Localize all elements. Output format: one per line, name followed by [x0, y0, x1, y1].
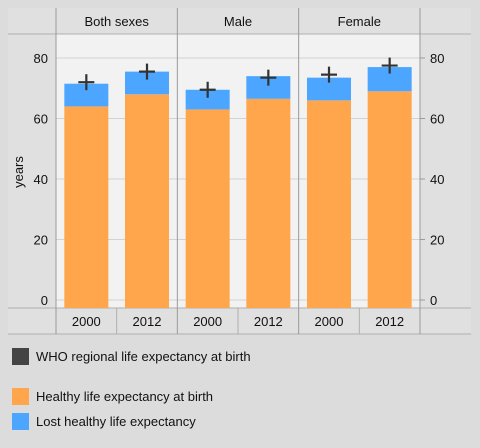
legend-label-regional-life-expectancy: WHO regional life expectancy at birth — [36, 349, 251, 364]
plot-area — [56, 34, 420, 308]
bar-healthy-life-expectancy — [367, 91, 412, 309]
x-tick-label: 2000 — [72, 314, 101, 329]
x-tick-label: 2012 — [254, 314, 283, 329]
y-tick-label-right: 60 — [430, 112, 444, 127]
y-tick-label-left: 80 — [34, 51, 48, 66]
x-tick-label: 2012 — [133, 314, 162, 329]
bar-healthy-life-expectancy — [185, 109, 230, 308]
bar-healthy-life-expectancy — [125, 94, 169, 308]
chart: 0 0 20 20 40 40 60 60 80 80 years Both sexes 2000 201… — [8, 8, 471, 335]
y-tick-label-right: 40 — [430, 172, 444, 187]
bar-healthy-life-expectancy — [64, 106, 109, 309]
legend-label-lost-healthy-life-expectancy: Lost healthy life expectancy — [36, 414, 196, 429]
legend-item-lost-healthy-life-expectancy: Lost healthy life expectancy — [12, 413, 196, 430]
legend-label-healthy-life-expectancy: Healthy life expectancy at birth — [36, 389, 214, 404]
bar-lost-healthy-life-expectancy — [125, 71, 169, 95]
y-tick-label-right: 80 — [430, 51, 444, 66]
legend-item-healthy-life-expectancy: Healthy life expectancy at birth — [12, 388, 213, 405]
legend-swatch-regional-life-expectancy — [12, 348, 29, 365]
bar-lost-healthy-life-expectancy — [185, 89, 230, 110]
bar-lost-healthy-life-expectancy — [64, 83, 109, 107]
legend-item-regional-life-expectancy: WHO regional life expectancy at birth — [12, 348, 251, 365]
legend-swatch-healthy-life-expectancy — [12, 388, 29, 405]
y-tick-label-left: 20 — [34, 233, 48, 248]
y-tick-label-left: 40 — [34, 172, 48, 187]
x-tick-label: 2012 — [375, 314, 404, 329]
bar-lost-healthy-life-expectancy — [307, 77, 351, 101]
x-tick-label: 2000 — [315, 314, 344, 329]
y-tick-label-left: 0 — [41, 293, 48, 308]
x-tick-label: 2000 — [193, 314, 222, 329]
y-tick-label-right: 0 — [430, 293, 437, 308]
legend-swatch-lost-healthy-life-expectancy — [12, 413, 29, 430]
panel-title: Male — [224, 14, 252, 29]
y-axis-label: years — [11, 156, 26, 188]
y-tick-label-right: 20 — [430, 233, 444, 248]
y-tick-label-left: 60 — [34, 112, 48, 127]
bar-lost-healthy-life-expectancy — [246, 76, 291, 99]
bar-healthy-life-expectancy — [307, 100, 351, 308]
panel-title: Both sexes — [85, 14, 150, 29]
panel-title: Female — [338, 14, 381, 29]
bar-healthy-life-expectancy — [246, 98, 291, 309]
